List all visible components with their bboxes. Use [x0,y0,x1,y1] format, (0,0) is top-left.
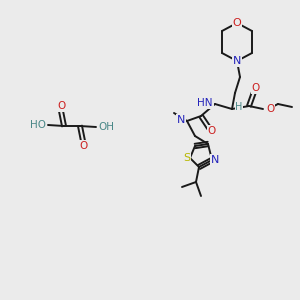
Text: O: O [252,83,260,93]
Text: O: O [79,141,87,151]
Text: H: H [235,102,243,112]
Text: O: O [208,126,216,136]
Text: HO: HO [30,120,46,130]
Text: HN: HN [197,98,213,108]
Text: N: N [233,56,241,66]
Text: O: O [232,18,242,28]
Text: N: N [177,115,185,125]
Text: OH: OH [98,122,114,132]
Text: N: N [211,155,219,165]
Text: O: O [266,104,274,114]
Text: S: S [183,153,190,163]
Text: O: O [57,101,65,111]
